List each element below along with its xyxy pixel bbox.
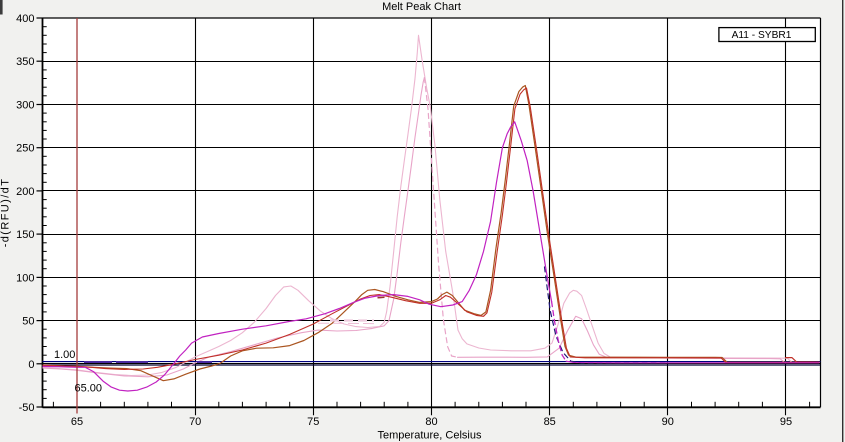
svg-text:100: 100 [16,272,34,284]
svg-text:300: 300 [16,100,34,112]
svg-text:400: 400 [16,13,34,25]
svg-text:-50: -50 [19,402,35,414]
svg-text:95: 95 [780,416,792,428]
svg-text:75: 75 [307,416,319,428]
svg-text:A11 - SYBR1: A11 - SYBR1 [732,30,792,41]
svg-text:80: 80 [425,416,437,428]
svg-text:85: 85 [544,416,556,428]
svg-text:200: 200 [16,186,34,198]
svg-text:150: 150 [16,229,34,241]
svg-text:0: 0 [28,359,34,371]
svg-text:1.00: 1.00 [54,349,75,361]
svg-text:-d(RFU)/dT: -d(RFU)/dT [0,178,12,248]
svg-text:250: 250 [16,143,34,155]
svg-text:90: 90 [662,416,674,428]
svg-text:Melt Peak Chart: Melt Peak Chart [382,1,461,13]
svg-text:65.00: 65.00 [75,382,103,394]
svg-text:350: 350 [16,56,34,68]
svg-text:50: 50 [22,316,34,328]
svg-text:70: 70 [189,416,201,428]
svg-text:65: 65 [71,416,83,428]
svg-text:Temperature, Celsius: Temperature, Celsius [378,430,482,442]
